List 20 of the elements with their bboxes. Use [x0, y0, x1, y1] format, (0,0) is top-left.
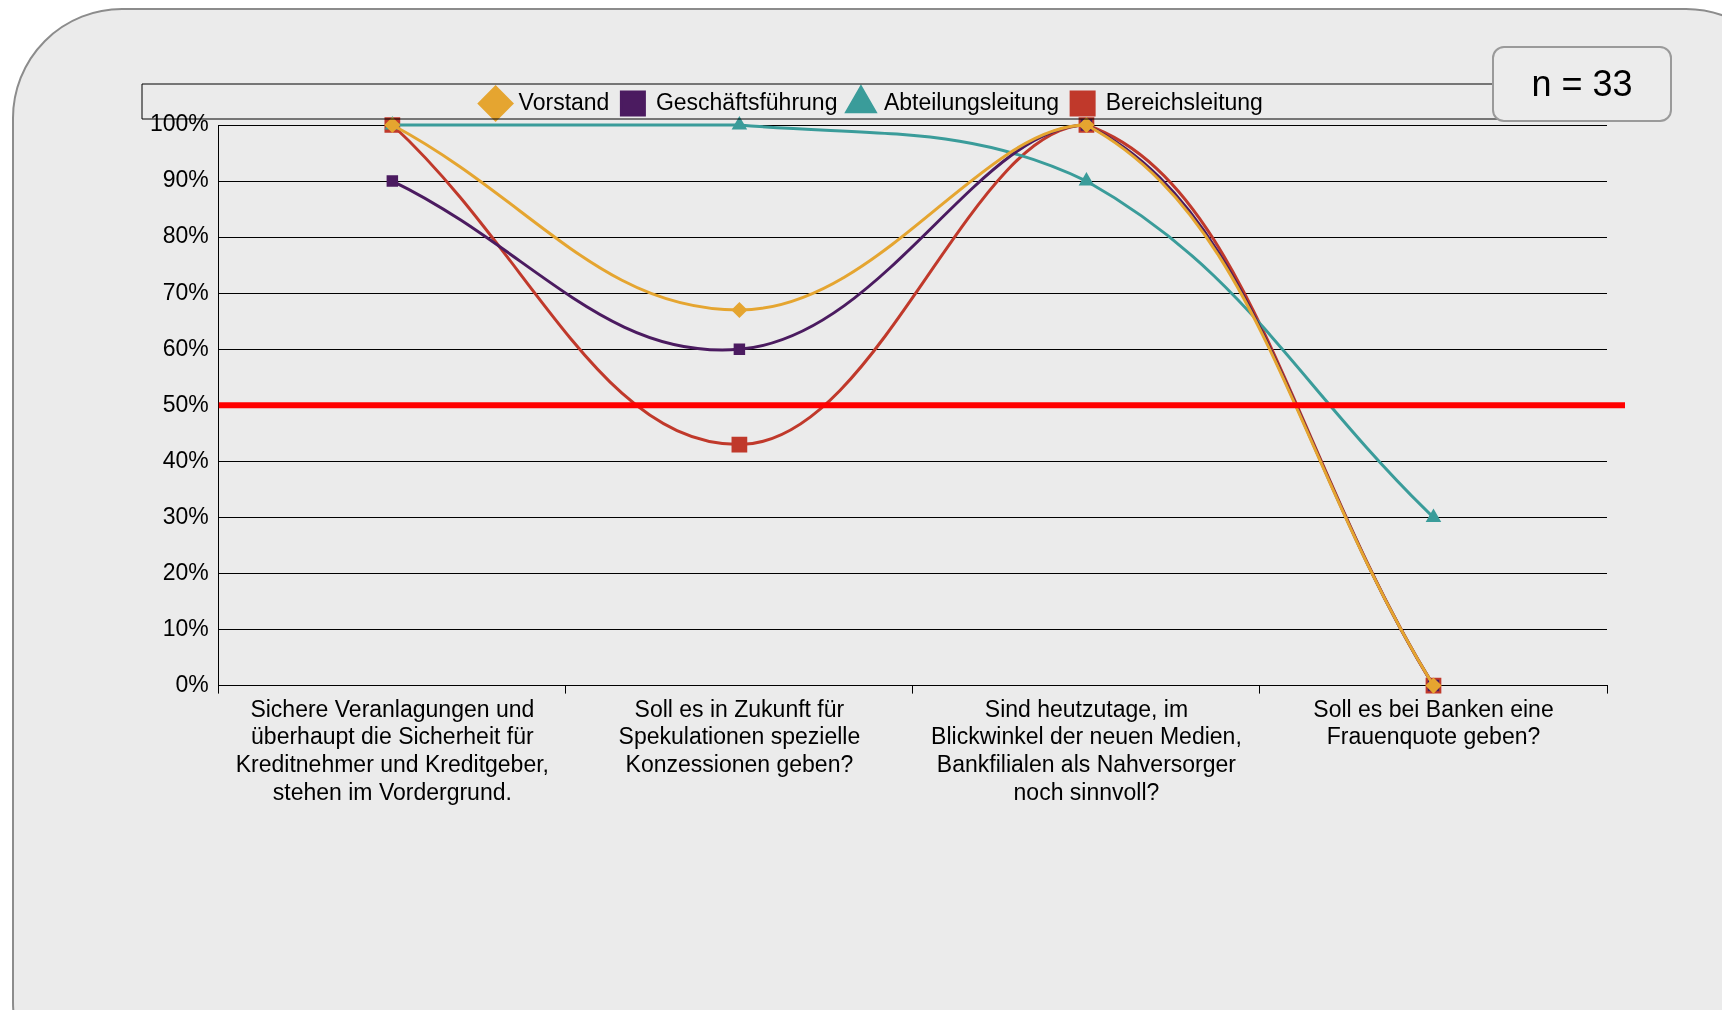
- y-tick-label: 90%: [162, 166, 209, 193]
- y-tick-label: 10%: [162, 614, 209, 641]
- legend-label: Abteilungsleitung: [883, 88, 1060, 115]
- y-tick-label: 60%: [162, 334, 209, 361]
- y-tick-label: 100%: [150, 110, 209, 137]
- x-tick-label: Soll es in Zukunft für Spekulationen spezielle Konzessionen geben?: [618, 695, 861, 777]
- y-tick-label: 70%: [162, 278, 209, 305]
- legend-label: Geschäftsführung: [655, 88, 838, 115]
- y-tick-label: 0%: [175, 670, 209, 697]
- legend-label: Bereichsleitung: [1105, 88, 1263, 115]
- text: n = 33: [1492, 46, 1672, 122]
- y-tick-label: 80%: [162, 222, 209, 249]
- legend-label: Vorstand: [518, 88, 610, 115]
- x-tick-label: Soll es bei Banken eine Frauenquote geben?: [1313, 695, 1554, 750]
- y-tick-label: 30%: [162, 502, 209, 529]
- y-tick-label: 20%: [162, 558, 209, 585]
- x-tick-label: Sichere Veranlagungen und überhaupt die Sicherheit für Kreditnehmer und Kreditgeber, stehen im Vordergrund.: [235, 695, 549, 805]
- x-tick-label: Sind heutzutage, im Blickwinkel der neuen Medien, Bankfilialen als Nahversorger noch sinnvoll?: [931, 695, 1242, 805]
- y-tick-label: 50%: [162, 390, 209, 417]
- y-tick-label: 40%: [162, 446, 209, 473]
